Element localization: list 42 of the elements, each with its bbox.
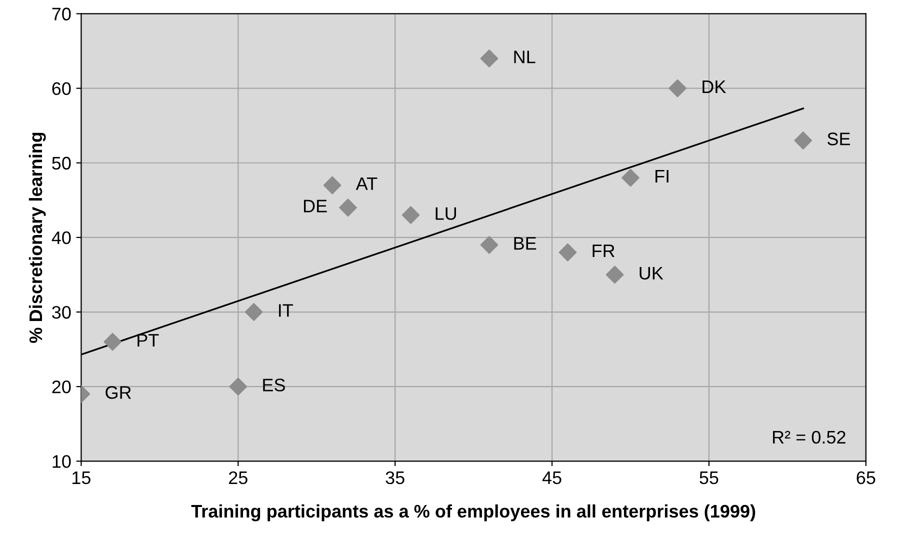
- annotation: BE: [514, 237, 536, 250]
- x-tick-label: 65: [856, 471, 876, 484]
- y-axis-title: % Discretionary learning: [28, 132, 46, 343]
- point: [339, 198, 357, 217]
- x-tick-label: 55: [700, 472, 718, 484]
- point: [104, 332, 122, 351]
- point: [606, 266, 624, 284]
- annotation: ES: [263, 378, 285, 392]
- point: [244, 303, 263, 321]
- y-tick-label: 10: [52, 455, 71, 468]
- x-tick-label: 45: [542, 472, 562, 484]
- annotation: DE: [304, 200, 327, 212]
- y-tick-label: 60: [52, 82, 71, 96]
- x-tick-label: 15: [72, 472, 90, 484]
- point: [668, 79, 686, 98]
- annotation: DK: [702, 80, 726, 93]
- x-axis-title: Training participants as a % of employees in all enterprises (1999): [191, 504, 756, 522]
- point: [402, 206, 420, 224]
- annotation: LU: [436, 207, 456, 220]
- annotation: NL: [514, 50, 536, 64]
- y-tick-label: 50: [52, 156, 71, 170]
- y-tick-label: 20: [52, 380, 71, 394]
- annotation: SE: [828, 132, 850, 146]
- point: [480, 236, 498, 254]
- point: [229, 378, 248, 396]
- point: [558, 243, 577, 262]
- annotation: FR: [592, 244, 614, 258]
- y-tick-label: 40: [52, 231, 71, 244]
- y-tick-label: 30: [52, 306, 71, 319]
- annotation: R² = 0.52: [773, 430, 846, 444]
- y-tick-label: 70: [52, 8, 71, 20]
- annotation: AT: [356, 177, 378, 190]
- annotation: FI: [656, 170, 668, 182]
- annotation: IT: [279, 304, 293, 317]
- annotation: GR: [106, 386, 131, 399]
- point: [480, 50, 498, 68]
- x-tick-label: 35: [386, 471, 404, 484]
- point: [794, 132, 812, 150]
- annotation: UK: [640, 266, 664, 280]
- x-tick-label: 25: [228, 471, 248, 484]
- point: [323, 176, 342, 194]
- point: [622, 168, 640, 187]
